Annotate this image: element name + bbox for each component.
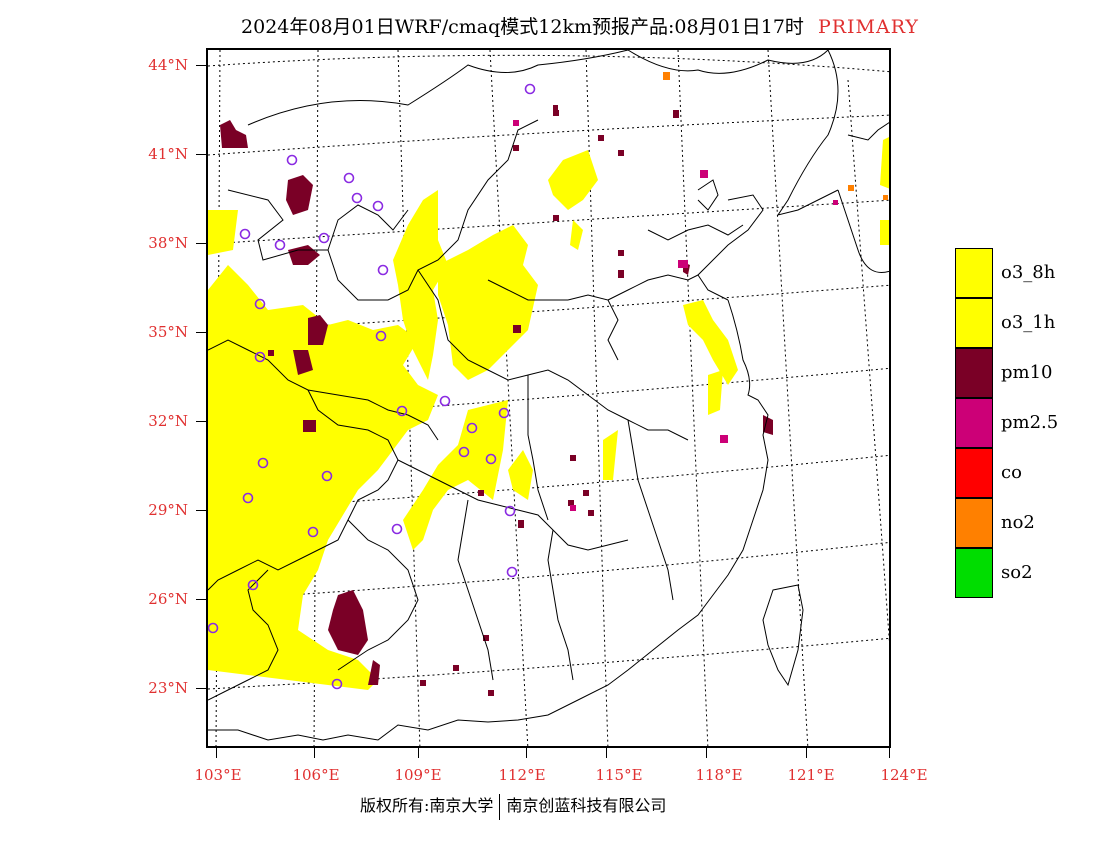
- lon-tick: [606, 748, 607, 758]
- legend-label: pm10: [1001, 362, 1053, 383]
- legend-label: so2: [1001, 562, 1033, 583]
- legend-swatch: [955, 298, 993, 348]
- lat-label-35: 35°N: [148, 323, 188, 341]
- lon-tick: [314, 748, 315, 758]
- lat-tick: [196, 510, 206, 511]
- lon-label-121: 121°E: [787, 766, 835, 784]
- legend-item-co: co: [955, 448, 1095, 498]
- legend-swatch: [955, 348, 993, 398]
- lat-tick: [196, 65, 206, 66]
- legend-swatch: [955, 248, 993, 298]
- lon-tick: [889, 748, 890, 758]
- station-markers: [208, 83, 536, 690]
- lon-label-124: 124°E: [880, 766, 928, 784]
- o3-area: [208, 137, 889, 690]
- title-text: 2024年08月01日WRF/cmaq模式12km预报产品:08月01日17时: [241, 16, 804, 38]
- lon-label-103: 103°E: [194, 766, 242, 784]
- lon-tick: [806, 748, 807, 758]
- scattered-pixels: [268, 72, 888, 696]
- lat-label-29: 29°N: [148, 501, 188, 519]
- lat-tick: [196, 154, 206, 155]
- forecast-map[interactable]: [206, 48, 891, 748]
- lat-label-32: 32°N: [148, 412, 188, 430]
- legend-item-so2: so2: [955, 548, 1095, 598]
- primary-tag: PRIMARY: [817, 16, 919, 38]
- legend-item-no2: no2: [955, 498, 1095, 548]
- lon-label-115: 115°E: [595, 766, 643, 784]
- lon-tick: [418, 748, 419, 758]
- legend-swatch: [955, 498, 993, 548]
- legend-item-o3-1h: o3_1h: [955, 298, 1095, 348]
- legend-label: o3_8h: [1001, 262, 1056, 283]
- lat-tick: [196, 599, 206, 600]
- lon-label-109: 109°E: [394, 766, 442, 784]
- lon-tick: [706, 748, 707, 758]
- legend-label: pm2.5: [1001, 412, 1059, 433]
- lat-tick: [196, 332, 206, 333]
- lat-label-44: 44°N: [148, 56, 188, 74]
- lon-label-112: 112°E: [498, 766, 546, 784]
- map-canvas: [208, 50, 889, 746]
- footer-copyright: 版权所有:南京大学 南京创蓝科技有限公司: [360, 792, 666, 820]
- lat-label-41: 41°N: [148, 145, 188, 163]
- legend-swatch: [955, 548, 993, 598]
- company-text: 南京创蓝科技有限公司: [506, 796, 667, 815]
- legend-swatch: [955, 398, 993, 448]
- legend-label: co: [1001, 462, 1022, 483]
- legend-item-pm10: pm10: [955, 348, 1095, 398]
- boundaries: [208, 50, 889, 741]
- lat-tick: [196, 243, 206, 244]
- legend-item-o3-8h: o3_8h: [955, 248, 1095, 298]
- lat-label-26: 26°N: [148, 590, 188, 608]
- legend-item-pm25: pm2.5: [955, 398, 1095, 448]
- lat-tick: [196, 421, 206, 422]
- lat-tick: [196, 688, 206, 689]
- lon-tick: [216, 748, 217, 758]
- footer-separator: [499, 793, 501, 820]
- legend-swatch: [955, 448, 993, 498]
- legend-label: no2: [1001, 512, 1035, 533]
- legend-label: o3_1h: [1001, 312, 1056, 333]
- copyright-text: 版权所有:南京大学: [360, 796, 494, 815]
- lon-tick: [526, 748, 527, 758]
- legend: o3_8h o3_1h pm10 pm2.5 co no2 so2: [955, 248, 1095, 598]
- lon-label-118: 118°E: [695, 766, 743, 784]
- map-title: 2024年08月01日WRF/cmaq模式12km预报产品:08月01日17时 P…: [150, 12, 1010, 39]
- lat-label-23: 23°N: [148, 679, 188, 697]
- lat-label-38: 38°N: [148, 234, 188, 252]
- lon-label-106: 106°E: [292, 766, 340, 784]
